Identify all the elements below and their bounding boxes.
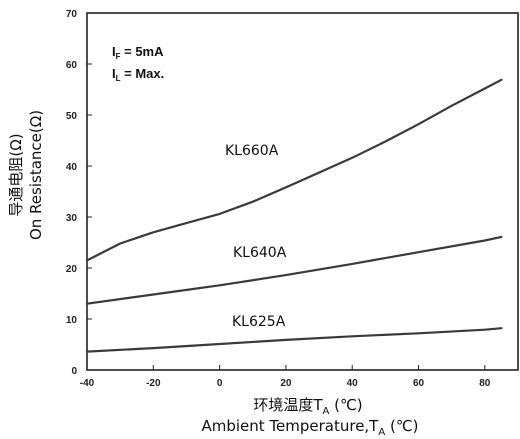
series-label-kl625a: KL625A — [232, 314, 286, 330]
y-tick-label: 20 — [66, 264, 78, 275]
series-label-kl660a: KL660A — [225, 143, 279, 159]
series-line-kl660a — [85, 78, 503, 262]
series-label-kl640a: KL640A — [233, 245, 287, 261]
y-tick-label: 70 — [66, 9, 78, 20]
x-tick-label: -40 — [80, 378, 95, 389]
tick-group: -40 -20 0 20 40 60 80 0 10 20 30 40 50 60 70 — [66, 9, 491, 389]
x-axis-title-cn: 环境温度TA (℃) — [253, 396, 362, 417]
plot-area — [86, 12, 519, 371]
x-tick-label: 80 — [479, 378, 491, 389]
x-tick-label: 0 — [217, 378, 223, 389]
y-tick-label: 40 — [66, 162, 78, 173]
x-axis-title-en: Ambient Temperature,TA (℃) — [201, 417, 418, 438]
condition-il: IL = Max. — [112, 66, 164, 83]
plot-frame — [86, 12, 519, 371]
series-group — [85, 78, 503, 353]
x-tick-label: -20 — [146, 378, 161, 389]
condition-if: IF = 5mA — [112, 44, 164, 61]
x-tick-label: 40 — [347, 378, 359, 389]
y-axis-title-cn: 导通电阻(Ω) — [7, 133, 25, 216]
y-tick-label: 30 — [66, 213, 78, 224]
series-line-kl640a — [85, 235, 503, 305]
y-tick-label: 50 — [66, 111, 78, 122]
x-tick-label: 20 — [280, 378, 292, 389]
y-tick-label: 10 — [66, 315, 78, 326]
y-tick-label: 0 — [71, 366, 77, 377]
y-axis-title-en: On Resistance(Ω) — [27, 110, 45, 240]
x-tick-label: 60 — [413, 378, 425, 389]
series-line-kl625a — [85, 327, 503, 353]
y-tick-label: 60 — [66, 60, 78, 71]
